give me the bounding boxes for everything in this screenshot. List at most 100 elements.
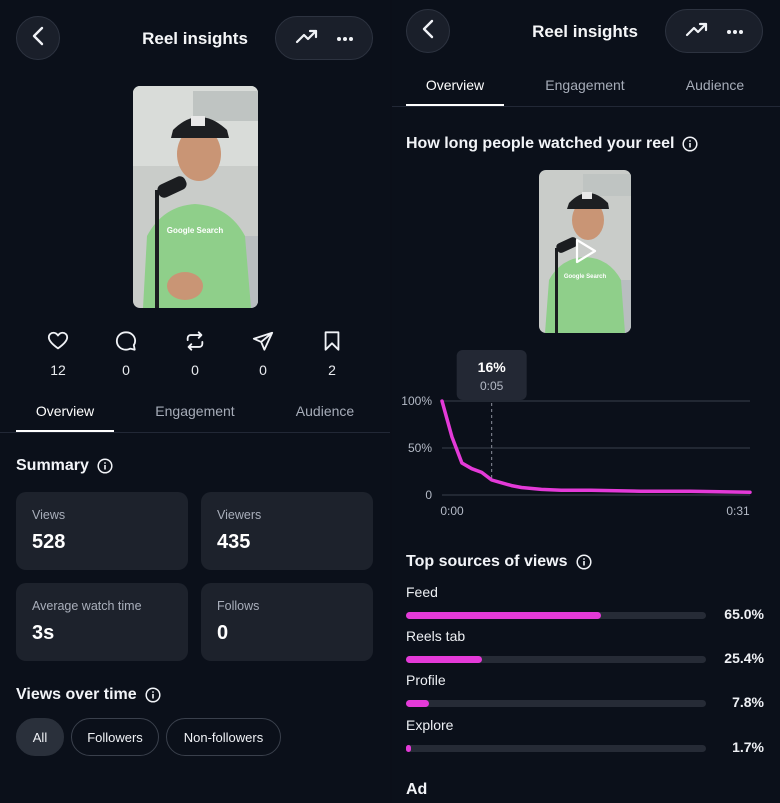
tab-audience[interactable]: Audience [295,403,355,419]
comments-stat[interactable]: 0 [101,330,151,378]
source-bar-track [406,745,706,752]
x-tick-label: 0:00 [440,504,464,518]
viewers-card[interactable]: Viewers 435 [201,492,373,570]
filter-chip-followers[interactable]: Followers [71,718,159,756]
info-icon[interactable] [97,458,113,474]
info-icon[interactable] [145,687,161,703]
tab-audience[interactable]: Audience [685,77,745,93]
shares-count: 0 [259,362,267,378]
heart-icon [33,330,83,354]
filter-chip-all[interactable]: All [16,718,64,756]
card-value: 435 [217,531,251,553]
average-watch-time-card[interactable]: Average watch time 3s [16,583,188,661]
reposts-count: 0 [191,362,199,378]
tab-engagement[interactable]: Engagement [545,77,625,93]
engagement-stats: 12 0 0 0 2 [0,330,390,380]
source-label: Explore [406,717,454,733]
retention-chart: 100% 50% 0 0:00 0:31 16% 0:05 [392,345,780,530]
active-tab-indicator [16,430,114,432]
source-percentage: 1.7% [732,739,764,755]
summary-title: Summary [16,457,89,474]
back-button[interactable] [406,9,450,53]
reposts-stat[interactable]: 0 [170,330,220,378]
page-title: Reel insights [532,22,638,41]
y-tick-label: 100% [401,394,432,408]
source-percentage: 25.4% [724,650,764,666]
source-percentage: 65.0% [724,606,764,622]
source-row-reels-tab: Reels tab 25.4% [406,628,766,668]
repost-icon [170,330,220,354]
chevron-left-icon [31,26,45,51]
likes-count: 12 [50,362,66,378]
left-screen: Reel insights Google Search [0,16,390,756]
tab-overview[interactable]: Overview [35,403,95,419]
views-over-time-heading: Views over time [16,686,161,704]
source-bar-fill [406,700,430,707]
watch-time-title: How long people watched your reel [406,135,675,152]
insights-tabs: Overview Engagement Audience [0,396,390,433]
card-value: 3s [32,622,55,644]
source-percentage: 7.8% [732,694,764,710]
thumbnail-caption: Google Search [564,274,607,280]
card-value: 0 [217,622,229,644]
source-bar-fill [406,612,601,619]
source-label: Profile [406,672,446,688]
bookmark-icon [307,330,357,354]
tooltip-box [456,350,527,400]
chevron-left-icon [421,19,435,44]
views-card[interactable]: Views 528 [16,492,188,570]
source-row-profile: Profile 7.8% [406,672,766,712]
x-tick-label: 0:31 [726,504,750,518]
card-label: Follows [217,599,260,613]
page-title: Reel insights [142,29,248,48]
y-tick-label: 0 [425,488,432,502]
tooltip-time: 0:05 [480,379,504,393]
y-tick-label: 50% [408,441,432,455]
info-icon[interactable] [575,554,592,570]
source-label: Reels tab [406,628,466,644]
tab-overview[interactable]: Overview [425,77,485,93]
more-options-icon[interactable] [726,22,744,40]
trending-icon[interactable] [685,21,709,42]
source-bar-track [406,612,706,619]
likes-stat[interactable]: 12 [33,330,83,378]
active-tab-indicator [406,104,504,106]
source-bar-track [406,700,706,707]
tooltip-value: 16% [478,359,507,375]
card-label: Viewers [217,508,262,522]
retention-chart-svg: 100% 50% 0 0:00 0:31 16% 0:05 [401,350,752,518]
saves-count: 2 [328,362,336,378]
comment-icon [101,330,151,354]
source-label: Feed [406,584,438,600]
reel-preview[interactable]: Google Search [539,170,631,333]
share-icon [238,330,288,354]
top-sources-title: Top sources of views [406,553,568,570]
card-label: Views [32,508,66,522]
source-bar-fill [406,656,483,663]
source-row-feed: Feed 65.0% [406,584,766,624]
reel-thumbnail[interactable]: Google Search [133,86,258,308]
views-over-time-title: Views over time [16,686,137,703]
saves-stat[interactable]: 2 [307,330,357,378]
ad-section-title: Ad [406,781,428,798]
tab-engagement[interactable]: Engagement [155,403,235,419]
filter-chip-non-followers[interactable]: Non-followers [166,718,281,756]
trending-icon[interactable] [295,28,319,49]
insights-tabs: Overview Engagement Audience [392,70,780,107]
retention-line [440,399,752,494]
more-options-icon[interactable] [336,29,354,47]
comments-count: 0 [122,362,130,378]
back-button[interactable] [16,16,60,60]
shares-stat[interactable]: 0 [238,330,288,378]
card-value: 528 [32,531,66,553]
watch-time-heading: How long people watched your reel [406,135,699,153]
card-label: Average watch time [32,599,142,613]
info-icon[interactable] [682,136,699,152]
header-actions [275,16,373,60]
follows-card[interactable]: Follows 0 [201,583,373,661]
thumbnail-caption: Google Search [167,226,224,235]
play-icon[interactable] [575,238,597,264]
source-bar-track [406,656,706,663]
summary-heading: Summary [16,457,113,475]
top-sources-heading: Top sources of views [406,553,592,571]
